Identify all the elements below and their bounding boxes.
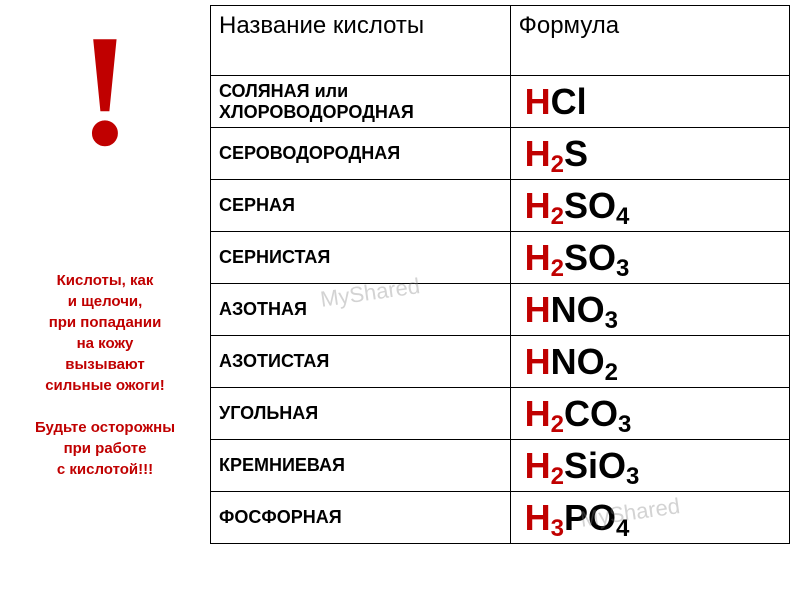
- table-row: АЗОТИСТАЯHNO2: [211, 336, 790, 388]
- acids-table-wrap: Название кислоты Формула СОЛЯНАЯ илиХЛОР…: [210, 5, 790, 544]
- warning-line: и щелочи,: [10, 291, 200, 312]
- warning-line: при работе: [10, 438, 200, 459]
- acid-formula: HCl: [510, 76, 789, 128]
- header-name: Название кислоты: [211, 6, 511, 76]
- warning-line: с кислотой!!!: [10, 459, 200, 480]
- acid-name: АЗОТНАЯ: [211, 284, 511, 336]
- acid-name: КРЕМНИЕВАЯ: [211, 440, 511, 492]
- acid-name: СЕРНАЯ: [211, 180, 511, 232]
- table-row: КРЕМНИЕВАЯH2SiO3: [211, 440, 790, 492]
- acid-formula: H3PO4: [510, 492, 789, 544]
- warning-line: вызывают: [10, 354, 200, 375]
- acid-name: ФОСФОРНАЯ: [211, 492, 511, 544]
- acid-name: АЗОТИСТАЯ: [211, 336, 511, 388]
- acid-formula: H2SO3: [510, 232, 789, 284]
- acids-table: Название кислоты Формула СОЛЯНАЯ илиХЛОР…: [210, 5, 790, 544]
- left-panel: ! Кислоты, каки щелочи,при попаданиина к…: [0, 0, 210, 600]
- warning-line: Кислоты, как: [10, 270, 200, 291]
- table-row: ФОСФОРНАЯH3PO4: [211, 492, 790, 544]
- acid-formula: H2CO3: [510, 388, 789, 440]
- table-row: СЕРНИСТАЯH2SO3: [211, 232, 790, 284]
- acid-formula: H2SO4: [510, 180, 789, 232]
- warning-text: Кислоты, каки щелочи,при попаданиина кож…: [10, 270, 200, 480]
- acid-formula: H2SiO3: [510, 440, 789, 492]
- acid-formula: H2S: [510, 128, 789, 180]
- warning-line: Будьте осторожны: [10, 417, 200, 438]
- acid-name: УГОЛЬНАЯ: [211, 388, 511, 440]
- table-row: СЕРОВОДОРОДНАЯH2S: [211, 128, 790, 180]
- acid-formula: HNO3: [510, 284, 789, 336]
- warning-line: сильные ожоги!: [10, 375, 200, 396]
- table-row: СОЛЯНАЯ илиХЛОРОВОДОРОДНАЯHCl: [211, 76, 790, 128]
- warning-line: [10, 396, 200, 417]
- acid-name: СЕРОВОДОРОДНАЯ: [211, 128, 511, 180]
- table-row: АЗОТНАЯHNO3: [211, 284, 790, 336]
- warning-line: на кожу: [10, 333, 200, 354]
- table-row: УГОЛЬНАЯH2CO3: [211, 388, 790, 440]
- acid-name: СЕРНИСТАЯ: [211, 232, 511, 284]
- acid-name: СОЛЯНАЯ илиХЛОРОВОДОРОДНАЯ: [211, 76, 511, 128]
- exclaim-icon: !: [10, 10, 200, 170]
- table-header-row: Название кислоты Формула: [211, 6, 790, 76]
- header-formula: Формула: [510, 6, 789, 76]
- table-row: СЕРНАЯH2SO4: [211, 180, 790, 232]
- acid-formula: HNO2: [510, 336, 789, 388]
- warning-line: при попадании: [10, 312, 200, 333]
